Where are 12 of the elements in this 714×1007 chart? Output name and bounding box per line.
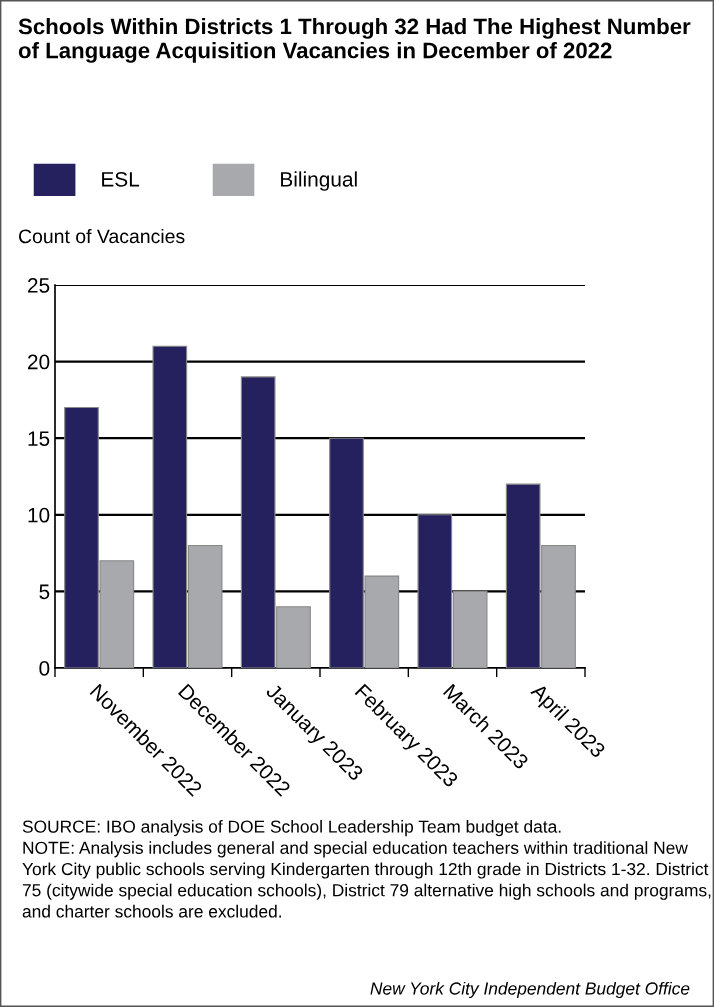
y-tick-label: 15 [28, 431, 50, 446]
y-tick-label: 10 [28, 507, 50, 523]
y-axis-title: Count of Vacancies [18, 228, 185, 244]
y-tick-label: 5 [39, 584, 50, 600]
source-note: SOURCE: IBO analysis of DOE School Leadership Team budget data. NOTE: Analysis includes general and special education teachers within traditional New York City public schools serving Kindergarten through 12th grade in Districts 1-32. District 75 (citywide special education schools), District 79 alternative high schools and programs, and charter schools are excluded. [22, 820, 711, 918]
y-tick-label: 25 [28, 278, 50, 293]
legend-label: ESL [102, 171, 140, 187]
text: New York City Independent Budget Office [370, 981, 690, 999]
y-tick-label: 20 [28, 354, 50, 370]
y-tick-label: 0 [39, 661, 50, 676]
legend-label: Bilingual [281, 171, 357, 191]
chart-title: Schools Within Districts 1 Through 32 Had The Highest Number of Language Acquisition Vacancies in December of 2022 [18, 18, 691, 63]
